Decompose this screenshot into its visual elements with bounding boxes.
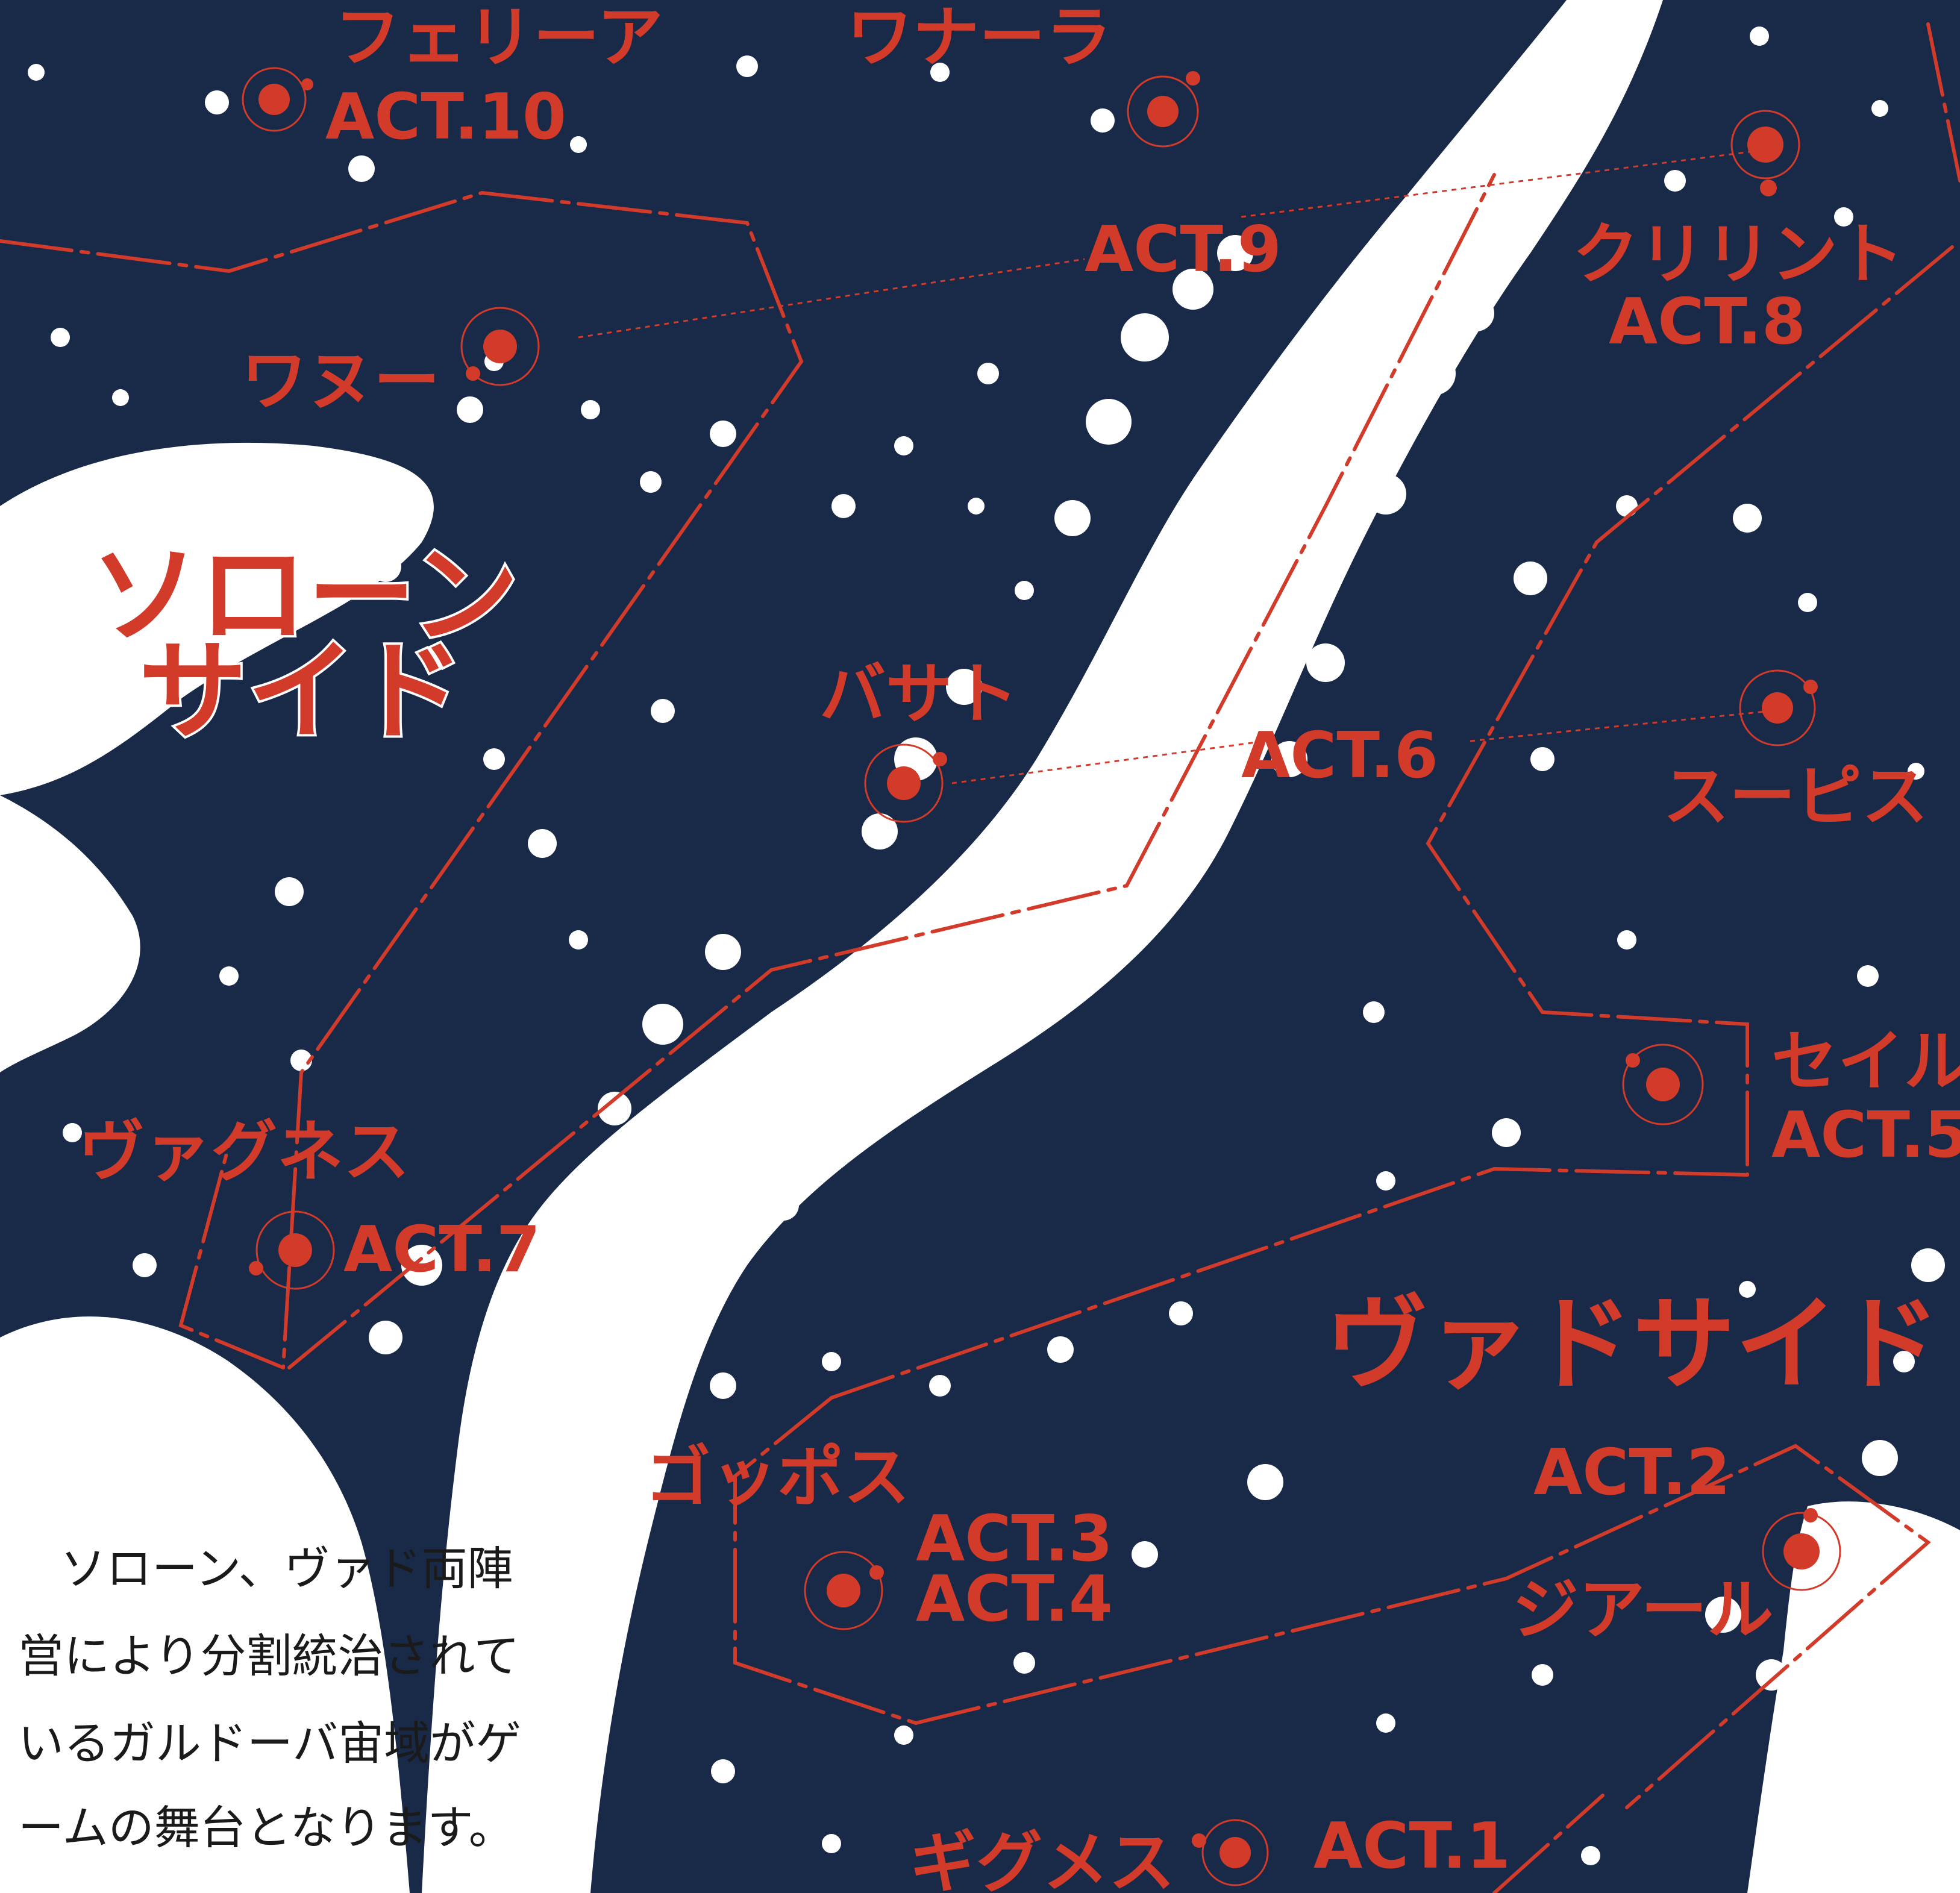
planet-wanuu[interactable] — [460, 307, 540, 386]
jiaaru-act-label: ACT.2 — [1533, 1436, 1730, 1509]
routes — [0, 22, 1960, 1893]
planet-supisu[interactable] — [1739, 669, 1818, 746]
act6-label: ACT.6 — [1241, 719, 1438, 792]
feriia-name-label: フェリーア — [334, 0, 663, 76]
planet-vagunesu[interactable] — [249, 1210, 335, 1290]
soron-side-label-line2: サイド — [139, 629, 464, 755]
vagunesu-name-label: ヴァグネス — [78, 1113, 410, 1191]
planet-seiru[interactable] — [1622, 1043, 1704, 1125]
caption-line1: ソローン、ヴァド両陣 — [60, 1542, 513, 1595]
planet-jiaaru[interactable] — [1762, 1508, 1841, 1591]
seiru-name-label: セイル — [1771, 1023, 1960, 1100]
planet-feriia[interactable] — [242, 67, 313, 132]
kurirint-act-label: ACT.8 — [1609, 285, 1806, 358]
planet-basato[interactable] — [864, 743, 947, 823]
planet-kurirint[interactable] — [1730, 110, 1800, 196]
gigumesu-name-label: ギグメス — [910, 1824, 1175, 1893]
kurirint-name-label: クリリント — [1573, 216, 1904, 293]
jiaaru-name-label: ジアール — [1512, 1571, 1773, 1648]
gigumesu-act-label: ACT.1 — [1313, 1809, 1511, 1883]
seiru-act-label: ACT.5 — [1771, 1098, 1960, 1172]
basato-name-label: バサト — [819, 656, 1018, 733]
planet-gigumesu[interactable] — [1192, 1819, 1269, 1886]
caption: ソローン、ヴァド両陣 営により分割統治されて いるガルドーバ宙域がゲ ームの舞台… — [18, 1542, 521, 1854]
gopposu-name-label: ゴッポス — [645, 1439, 910, 1516]
wanuu-name-label: ワヌー — [241, 342, 440, 419]
planet-gopposu[interactable] — [804, 1551, 884, 1630]
act9-label: ACT.9 — [1085, 213, 1282, 286]
planet-wanaara[interactable] — [1127, 71, 1200, 148]
caption-line2: 営により分割統治されて — [18, 1629, 519, 1683]
wanaara-name-label: ワナーラ — [847, 0, 1112, 76]
soron-side-label-line1: ソローン — [90, 533, 519, 659]
feriia-act-label: ACT.10 — [325, 80, 566, 154]
connector-routes — [578, 149, 1772, 784]
supisu-name-label: スーピス — [1663, 758, 1928, 835]
vagunesu-act-label: ACT.7 — [343, 1213, 540, 1286]
vad-side-label: ヴァドサイド — [1326, 1285, 1940, 1404]
caption-line3: いるガルドーバ宙域がゲ — [18, 1716, 521, 1770]
gopposu-act3-label: ACT.3 — [916, 1502, 1113, 1575]
caption-line4: ームの舞台となります。 — [18, 1801, 515, 1854]
gopposu-act4-label: ACT.4 — [916, 1562, 1113, 1636]
stars — [28, 27, 1945, 1865]
